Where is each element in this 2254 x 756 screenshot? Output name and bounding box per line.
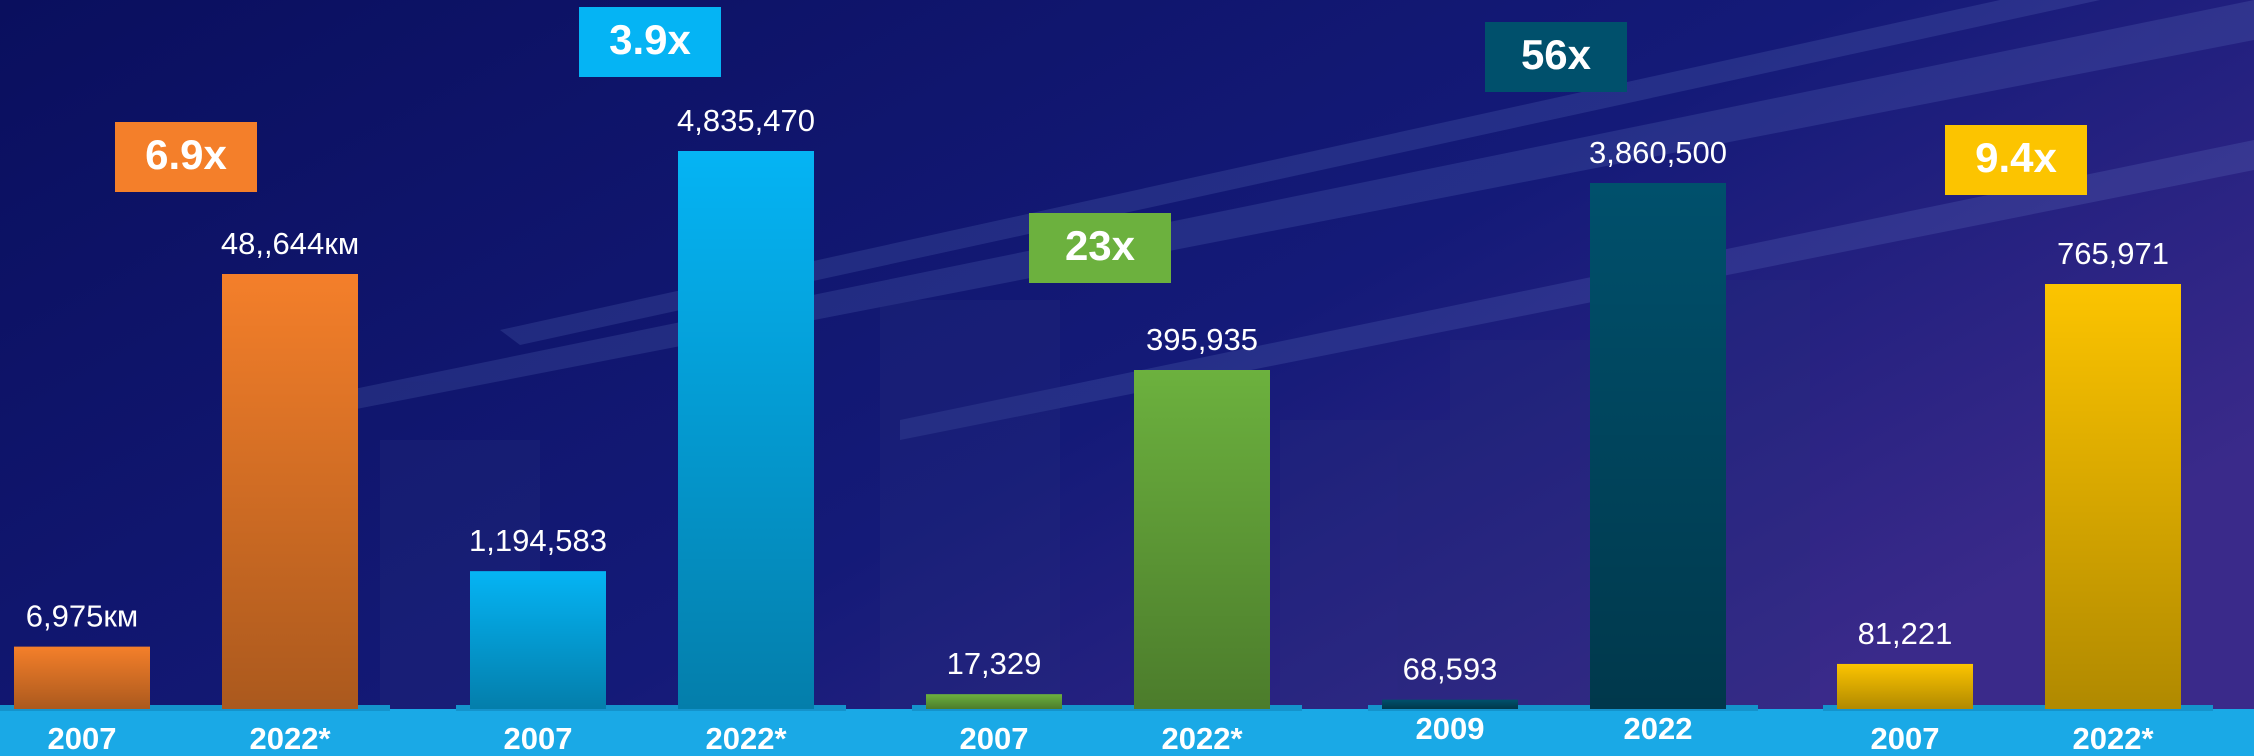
bar-shade xyxy=(470,571,606,709)
x-tick-label: 2022* xyxy=(2072,721,2154,756)
badge xyxy=(115,122,257,192)
value-label: 17,329 xyxy=(947,646,1042,681)
bar-shade xyxy=(222,274,358,709)
bar-shade xyxy=(1134,370,1270,709)
value-label: 6,975км xyxy=(26,599,138,634)
badge xyxy=(1485,22,1627,92)
bar-shade xyxy=(1590,183,1726,709)
value-label: 81,221 xyxy=(1858,616,1953,651)
badge-label: 3.9x xyxy=(609,16,691,63)
badge xyxy=(579,7,721,77)
badge-label: 23x xyxy=(1065,222,1136,269)
value-label: 1,194,583 xyxy=(469,523,607,558)
x-tick-label: 2007 xyxy=(960,721,1029,756)
baseline xyxy=(912,705,1302,711)
footer-strip xyxy=(0,709,2254,756)
value-label: 765,971 xyxy=(2057,236,2169,271)
value-label: 48,,644км xyxy=(221,226,359,261)
x-tick-label: 2007 xyxy=(1871,721,1940,756)
x-tick-label: 2022* xyxy=(705,721,787,756)
value-label: 3,860,500 xyxy=(1589,135,1727,170)
bar-shade xyxy=(1382,699,1518,709)
badge-label: 6.9x xyxy=(145,131,227,178)
baseline xyxy=(0,705,390,711)
baseline xyxy=(456,705,846,711)
x-tick-label: 2007 xyxy=(504,721,573,756)
value-label: 395,935 xyxy=(1146,322,1258,357)
badge-label: 56x xyxy=(1521,31,1592,78)
baseline xyxy=(1823,705,2213,711)
x-tick-label: 2022* xyxy=(249,721,331,756)
x-tick-label: 2022* xyxy=(1161,721,1243,756)
bar-shade xyxy=(1837,663,1973,709)
baseline xyxy=(1368,705,1758,711)
badge xyxy=(1029,213,1171,283)
x-tick-label: 2007 xyxy=(48,721,117,756)
bar-shade xyxy=(14,646,150,709)
bar-shade xyxy=(678,151,814,709)
x-tick-label: 2009 xyxy=(1416,711,1485,746)
badge-label: 9.4x xyxy=(1975,134,2057,181)
value-label: 4,835,470 xyxy=(677,103,815,138)
value-label: 68,593 xyxy=(1403,652,1498,687)
bar-shade xyxy=(2045,284,2181,709)
bar-shade xyxy=(926,694,1062,709)
badge xyxy=(1945,125,2087,195)
x-tick-label: 2022 xyxy=(1624,711,1693,746)
